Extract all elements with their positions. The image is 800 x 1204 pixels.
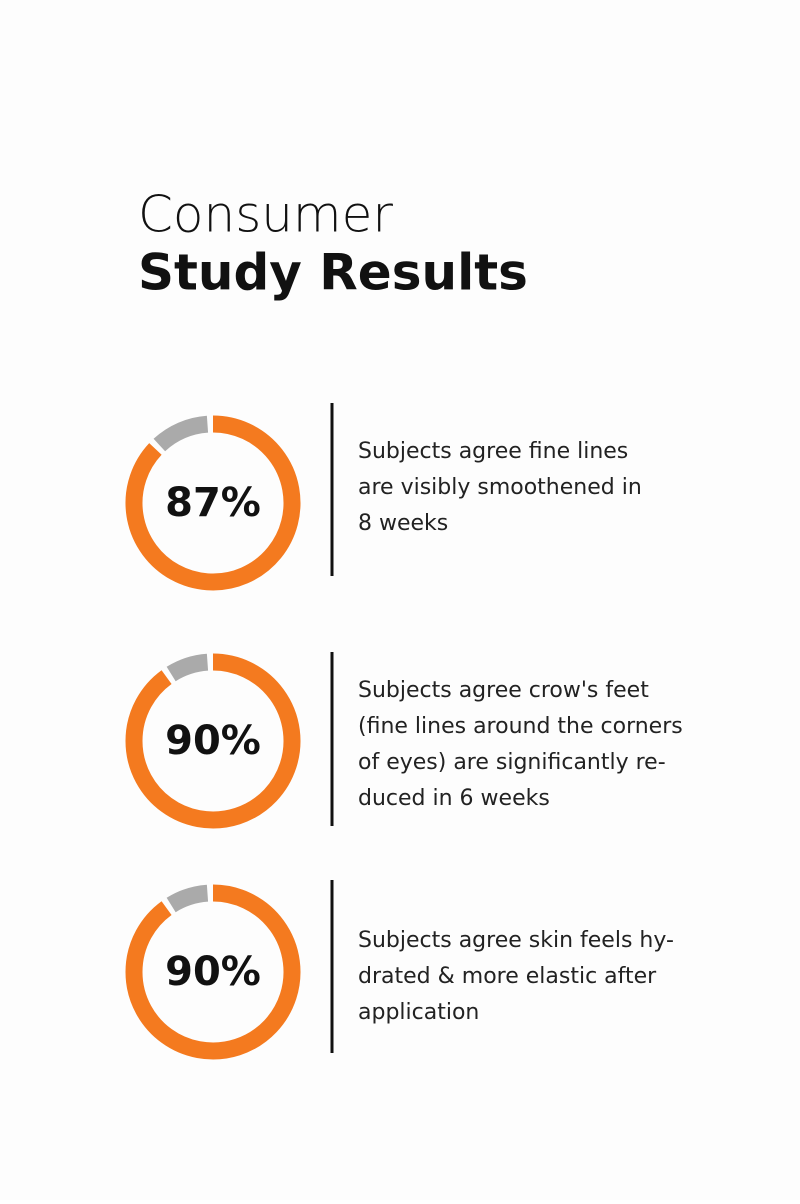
description-line: duced in 6 weeks bbox=[358, 786, 550, 811]
donut-remainder bbox=[153, 415, 209, 452]
donut-remainder bbox=[166, 884, 209, 913]
description-line: application bbox=[358, 1000, 479, 1025]
donut-remainder bbox=[166, 653, 209, 682]
description-line: drated & more elastic after bbox=[358, 964, 657, 989]
description-line: are visibly smoothened in bbox=[358, 475, 642, 500]
donut-arc bbox=[125, 415, 301, 591]
description-line: of eyes) are significantly re- bbox=[358, 750, 666, 775]
donut-arc bbox=[125, 653, 301, 829]
description-line: (fine lines around the corners bbox=[358, 714, 683, 739]
description-line: Subjects agree skin feels hy- bbox=[358, 928, 674, 953]
title-line2: Study Results bbox=[138, 244, 528, 302]
percent-label: 90% bbox=[165, 949, 261, 995]
title-line1: Consumer bbox=[138, 186, 393, 244]
percent-label: 87% bbox=[165, 480, 261, 526]
description-line: Subjects agree crow's feet bbox=[358, 678, 649, 703]
donut-arc bbox=[125, 884, 301, 1060]
description-line: Subjects agree fine lines bbox=[358, 439, 628, 464]
description-line: 8 weeks bbox=[358, 511, 448, 536]
percent-label: 90% bbox=[165, 718, 261, 764]
